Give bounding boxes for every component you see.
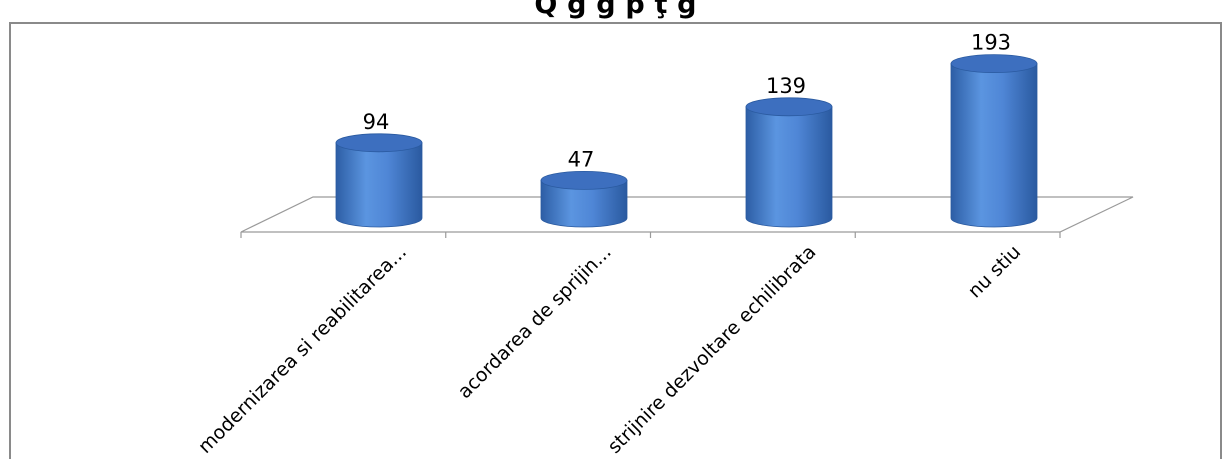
chart-title: Q g g p ţ g (534, 0, 697, 20)
labels-group: 94 modernizarea si reabilitarea... 47 acord… (194, 31, 1025, 458)
bars-group (335, 54, 1038, 228)
bar-top (745, 97, 833, 117)
chart-floor (240, 196, 1134, 238)
bar (335, 133, 423, 228)
category-label: nu stiu (964, 241, 1025, 302)
data-label: 47 (568, 147, 595, 171)
category-label: strijnire dezvoltare echilibrata (603, 241, 820, 458)
chart-title-strip: Q g g p ţ g (0, 0, 1231, 22)
chart-frame (9, 22, 1222, 459)
data-label: 94 (363, 110, 390, 134)
bar-body (745, 106, 833, 228)
bar-body (540, 180, 628, 228)
category-label: modernizarea si reabilitarea... (194, 241, 411, 458)
bar (745, 97, 833, 228)
bar-top (335, 133, 423, 153)
bar (540, 170, 628, 228)
category-label: acordarea de sprijin... (454, 241, 616, 403)
bar-body (335, 142, 423, 228)
data-label: 193 (971, 31, 1011, 55)
bar (950, 54, 1038, 228)
floor-plane (240, 196, 1134, 233)
data-label: 139 (766, 74, 806, 98)
bar-body (950, 63, 1038, 228)
bar-top (950, 54, 1038, 73)
bar-top (540, 170, 628, 190)
